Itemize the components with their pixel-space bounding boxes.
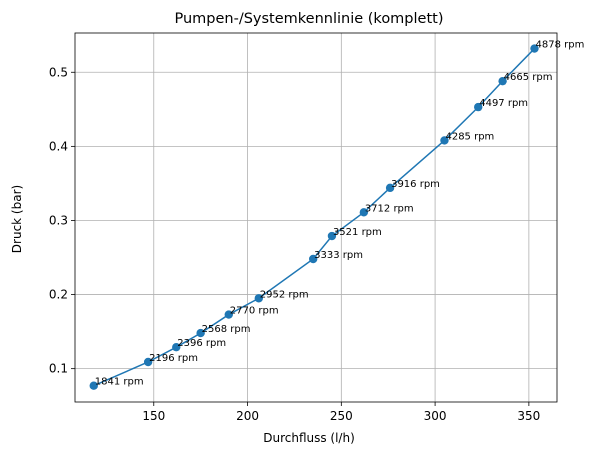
data-labels: 1841 rpm 2196 rpm 2396 rpm 2568 rpm 2770 rpm… [95,40,585,388]
data-point [498,76,507,86]
data-point-label: 3916 rpm [391,179,440,190]
data-point [308,254,318,264]
data-point [254,294,263,303]
data-point-label: 3712 rpm [365,203,414,214]
y-tick-label: 0.5 [49,65,68,79]
data-point [89,381,98,390]
chart-title: Pumpen-/Systemkennlinie (komplett) [174,11,443,27]
data-point-label: 2568 rpm [202,324,251,335]
data-point-label: 2952 rpm [260,289,309,300]
y-tick-label: 0.2 [49,288,68,302]
data-point-label: 2770 rpm [230,306,279,317]
data-point-label: 3333 rpm [314,250,363,261]
data-point-label: 4285 rpm [445,131,494,142]
y-axis-ticks: 0.1 0.2 0.3 0.4 0.5 [49,65,75,376]
data-point-label: 2196 rpm [149,353,198,364]
data-point [385,183,395,193]
data-point [196,328,205,338]
x-tick-label: 150 [142,409,165,423]
data-series [89,44,539,390]
data-point-label: 4497 rpm [479,98,528,109]
data-point [440,136,449,145]
x-tick-label: 300 [424,409,447,423]
data-point [143,357,153,367]
x-tick-label: 350 [517,409,540,423]
grid [75,33,557,402]
x-tick-label: 250 [330,409,353,423]
y-tick-label: 0.3 [49,213,68,227]
data-point [224,310,233,319]
data-point-label: 2396 rpm [177,338,226,349]
y-axis-label: Druck (bar) [10,185,24,253]
data-point-label: 4665 rpm [504,72,553,83]
data-point [327,231,337,241]
series-line [93,48,536,387]
x-tick-label: 200 [236,409,259,423]
x-axis-label: Durchfluss (l/h) [263,431,355,445]
y-tick-label: 0.1 [49,362,68,376]
plot-area-frame [74,32,558,403]
y-tick-label: 0.4 [49,139,68,153]
data-point-label: 1841 rpm [95,377,144,388]
data-point-label: 4878 rpm [535,40,584,51]
data-point [474,102,483,112]
data-point-label: 3521 rpm [333,227,382,238]
data-point [172,342,181,352]
data-point [359,208,369,217]
data-point [530,44,539,53]
x-axis-ticks: 150 200 250 300 350 [142,402,540,423]
